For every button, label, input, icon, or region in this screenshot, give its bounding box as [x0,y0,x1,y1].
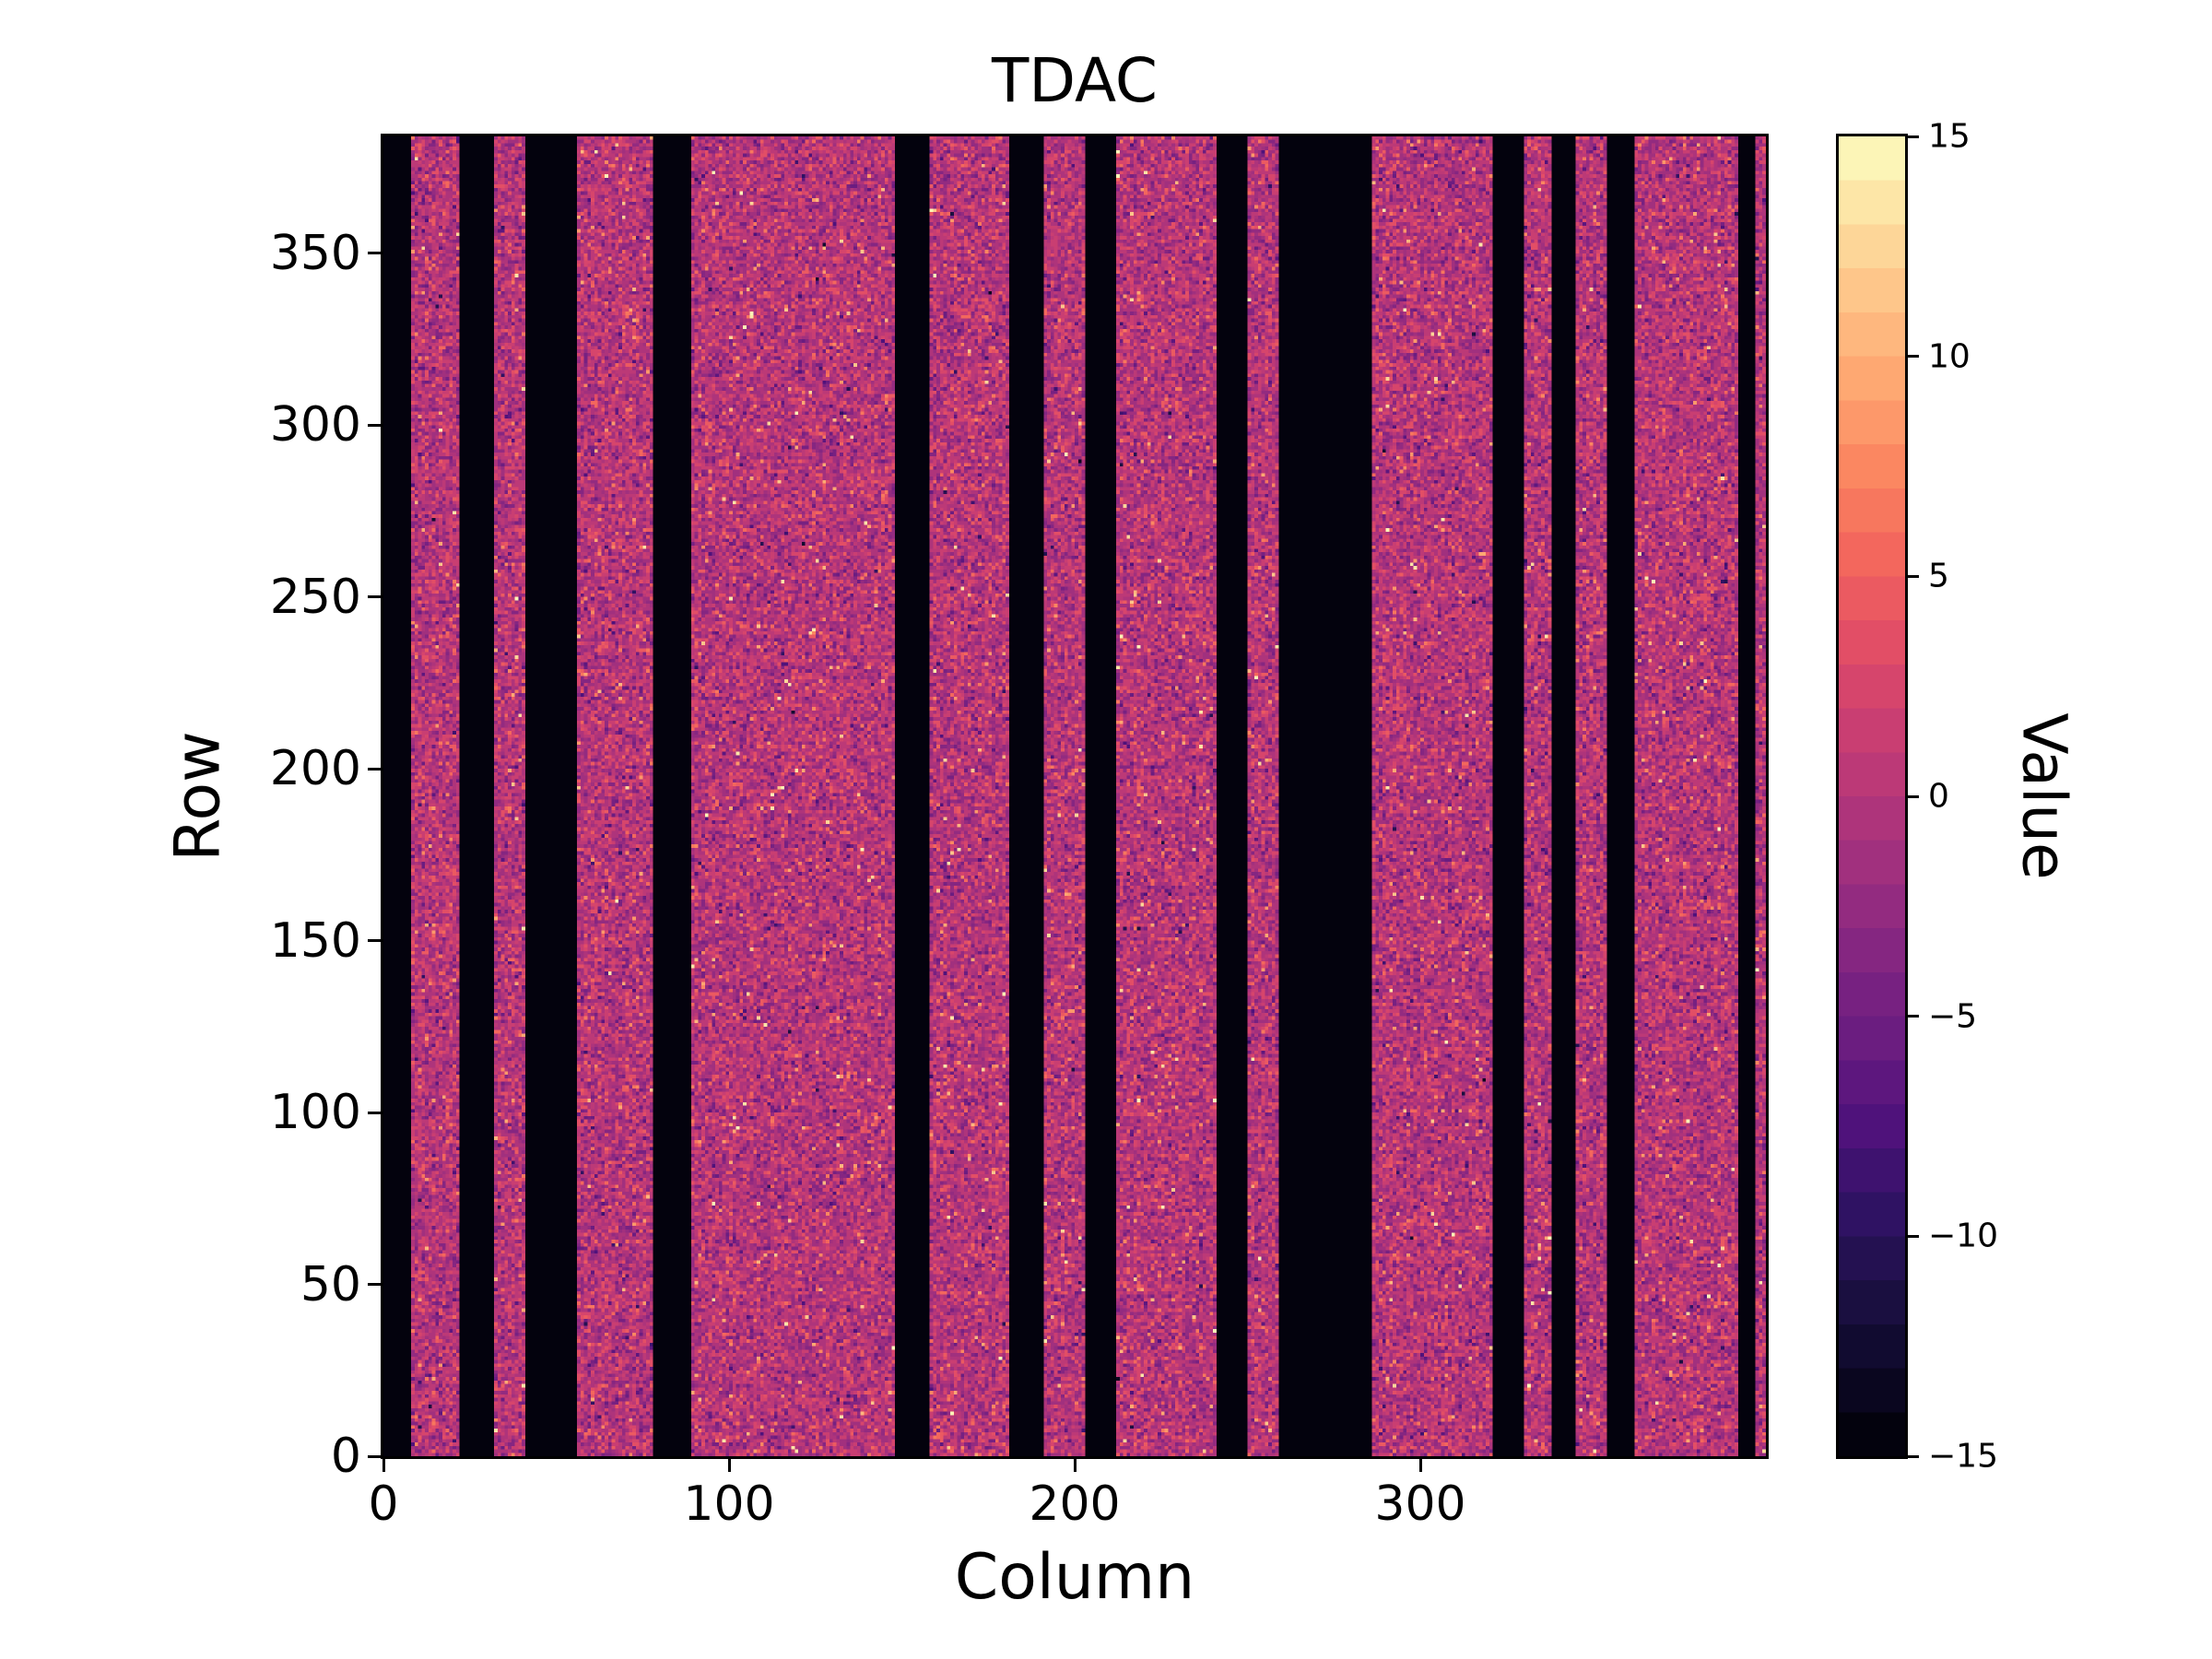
y-tick-mark [368,1283,381,1287]
chart-title: TDAC [991,45,1159,116]
colorbar-label: Value [2008,712,2080,880]
x-tick-mark [1418,1459,1422,1472]
colorbar-tick-mark [1908,135,1919,138]
x-tick-label: 200 [1029,1477,1121,1532]
y-tick-label: 300 [269,397,361,453]
colorbar-tick-label: 15 [1928,117,1971,156]
colorbar-tick-mark [1908,1454,1919,1458]
colorbar-tick-label: −10 [1928,1217,1998,1255]
x-tick-mark [382,1459,385,1472]
colorbar-tick-mark [1908,355,1919,359]
colorbar-tick-label: 10 [1928,337,1971,376]
colorbar-tick-label: 0 [1928,777,1949,816]
y-tick-mark [368,767,381,771]
y-tick-mark [368,595,381,599]
y-tick-label: 350 [269,225,361,281]
y-tick-mark [368,423,381,427]
plot-area [381,134,1769,1459]
y-tick-label: 50 [300,1256,361,1312]
colorbar-tick-mark [1908,794,1919,798]
colorbar-canvas [1839,136,1905,1456]
colorbar-tick-mark [1908,1234,1919,1238]
y-tick-mark [368,939,381,943]
colorbar-tick-label: −15 [1928,1437,1998,1476]
y-tick-label: 250 [269,569,361,625]
heatmap-canvas [383,136,1766,1456]
y-tick-label: 0 [330,1429,361,1484]
x-tick-label: 300 [1374,1477,1466,1532]
y-tick-label: 150 [269,912,361,969]
colorbar [1836,134,1908,1459]
y-tick-label: 200 [269,741,361,797]
colorbar-tick-mark [1908,1015,1919,1018]
y-tick-mark [368,1111,381,1114]
colorbar-tick-label: 5 [1928,557,1949,595]
x-tick-label: 0 [368,1477,399,1532]
x-tick-mark [727,1459,731,1472]
y-tick-mark [368,1454,381,1458]
x-tick-label: 100 [683,1477,775,1532]
y-tick-mark [368,252,381,255]
y-tick-label: 100 [269,1085,361,1141]
colorbar-tick-label: −5 [1928,997,1978,1036]
x-tick-mark [1073,1459,1077,1472]
colorbar-tick-mark [1908,574,1919,578]
x-axis-label: Column [954,1541,1195,1614]
